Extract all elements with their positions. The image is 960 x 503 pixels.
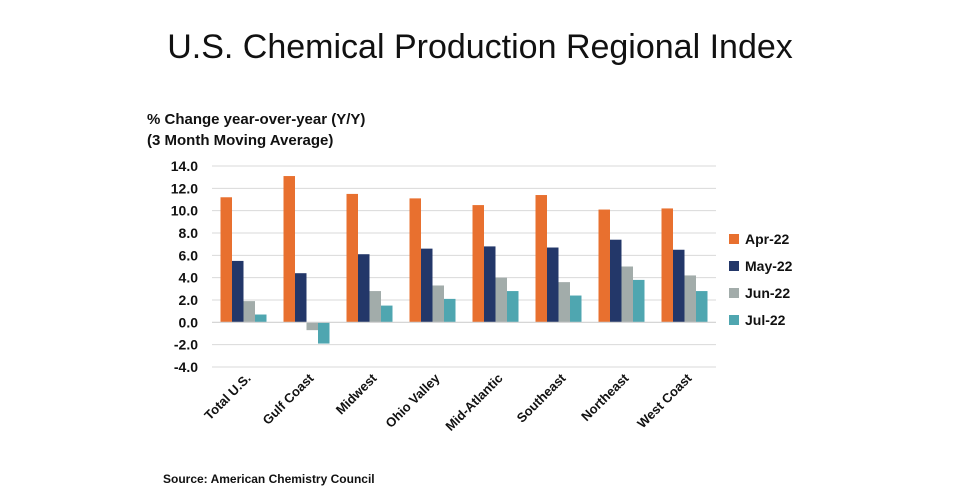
legend-label: Jul-22	[745, 312, 786, 328]
legend-swatch	[729, 315, 739, 325]
bar-jul-22	[507, 291, 519, 323]
x-tick-label: Northeast	[578, 370, 632, 424]
x-tick-label: West Coast	[634, 370, 695, 431]
chart-title: U.S. Chemical Production Regional Index	[167, 28, 793, 66]
y-axis-sublabel: (3 Month Moving Average)	[147, 132, 334, 149]
bar-may-22	[484, 246, 496, 323]
x-tick-label: Total U.S.	[201, 371, 253, 423]
bar-jul-22	[255, 314, 267, 323]
bar-apr-22	[661, 208, 673, 323]
y-tick-label: 12.0	[171, 180, 198, 196]
x-tick-label: Southeast	[514, 370, 570, 426]
bar-may-22	[547, 247, 559, 323]
y-tick-label: 10.0	[171, 203, 198, 219]
x-tick-label: Gulf Coast	[260, 370, 318, 428]
bar-jun-22	[432, 285, 444, 323]
y-tick-label: 4.0	[179, 270, 199, 286]
bar-jun-22	[684, 275, 696, 323]
legend-label: May-22	[745, 258, 793, 274]
legend-label: Apr-22	[745, 231, 790, 247]
bar-jun-22	[621, 266, 633, 323]
legend-swatch	[729, 261, 739, 271]
bar-jun-22	[495, 277, 507, 323]
y-tick-label: -2.0	[174, 337, 198, 353]
bar-apr-22	[283, 176, 295, 323]
y-tick-label: 14.0	[171, 158, 198, 174]
bar-may-22	[673, 249, 685, 323]
bar-jul-22	[633, 279, 645, 323]
x-tick-label: Ohio Valley	[382, 370, 443, 431]
x-tick-label: Mid-Atlantic	[442, 371, 505, 434]
bar-apr-22	[220, 197, 232, 323]
bar-jun-22	[306, 322, 318, 331]
y-tick-label: 0.0	[179, 314, 199, 330]
y-tick-label: -4.0	[174, 359, 198, 375]
bar-apr-22	[598, 209, 610, 323]
source-note: Source: American Chemistry Council	[163, 472, 375, 486]
bar-apr-22	[472, 205, 484, 323]
bar-jul-22	[444, 298, 456, 323]
y-axis-label: % Change year-over-year (Y/Y)	[147, 111, 366, 128]
bar-apr-22	[409, 198, 421, 323]
y-tick-label: 2.0	[179, 292, 199, 308]
legend-swatch	[729, 234, 739, 244]
bar-apr-22	[346, 193, 358, 323]
legend-swatch	[729, 288, 739, 298]
bar-jul-22	[381, 305, 393, 323]
legend-label: Jun-22	[745, 285, 790, 301]
bar-may-22	[232, 260, 244, 323]
bar-jun-22	[558, 282, 570, 323]
bar-apr-22	[535, 195, 547, 323]
bar-jul-22	[570, 295, 582, 323]
x-tick-label: Midwest	[333, 370, 380, 417]
y-tick-label: 8.0	[179, 225, 199, 241]
bar-may-22	[610, 239, 622, 323]
bar-may-22	[421, 248, 433, 323]
y-tick-label: 6.0	[179, 247, 199, 263]
bar-may-22	[295, 273, 307, 323]
bar-may-22	[358, 254, 370, 323]
bar-jul-22	[696, 291, 708, 323]
bar-jul-22	[318, 322, 330, 344]
bar-jun-22	[369, 291, 381, 323]
bar-jun-22	[243, 301, 255, 323]
